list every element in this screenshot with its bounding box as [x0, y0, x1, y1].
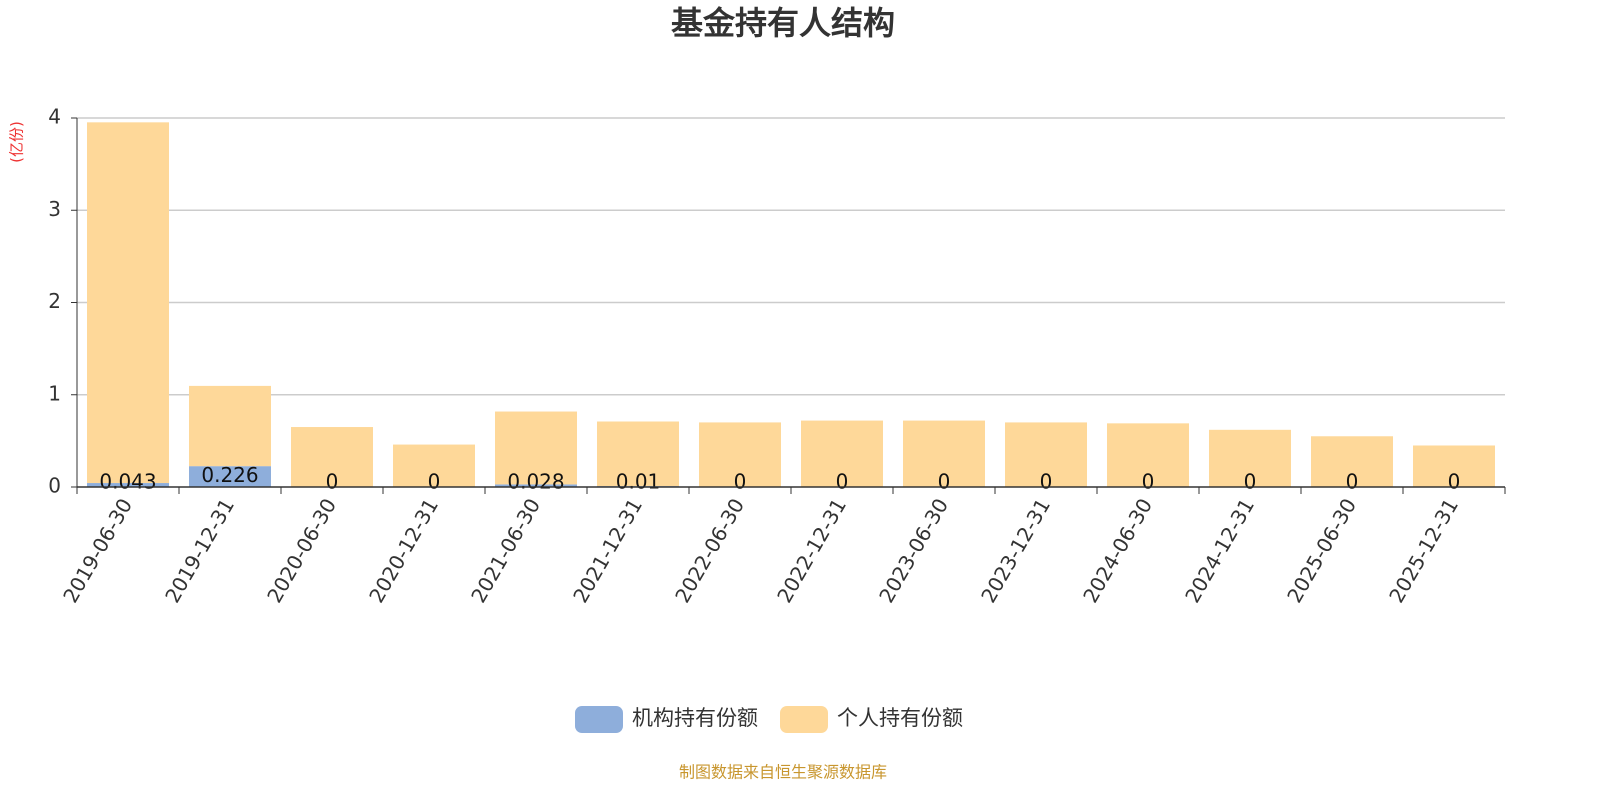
bar	[291, 427, 373, 487]
x-tick-label: 2024-12-31	[1180, 494, 1259, 607]
y-tick-label: 2	[48, 289, 61, 313]
bar	[597, 421, 679, 487]
data-label: 0	[938, 470, 951, 494]
y-axis-unit: (亿份)	[8, 121, 26, 163]
y-tick-label: 4	[48, 105, 61, 129]
bar	[1107, 423, 1189, 487]
chart-title: 基金持有人结构	[671, 4, 895, 42]
data-label: 0	[836, 470, 849, 494]
bar	[903, 420, 985, 487]
data-label: 0	[734, 470, 747, 494]
bar	[1311, 436, 1393, 487]
data-label: 0.226	[201, 463, 258, 487]
data-label: 0	[1040, 470, 1053, 494]
x-tick-label: 2020-12-31	[364, 494, 443, 607]
data-label: 0.043	[99, 470, 156, 494]
x-tick-label: 2021-06-30	[466, 494, 545, 607]
x-tick-label: 2025-06-30	[1282, 494, 1361, 607]
legend-label: 机构持有份额	[632, 706, 758, 730]
x-tick-label: 2019-12-31	[160, 494, 239, 607]
y-tick-label: 1	[48, 381, 61, 405]
y-tick-label: 3	[48, 197, 61, 221]
legend-label: 个人持有份额	[837, 706, 963, 730]
legend-swatch	[780, 706, 828, 733]
x-tick-label: 2022-12-31	[772, 494, 851, 607]
bar	[1005, 422, 1087, 487]
data-label: 0	[1244, 470, 1257, 494]
x-tick-label: 2020-06-30	[262, 494, 341, 607]
bar	[495, 484, 577, 487]
bar	[699, 422, 781, 487]
data-label: 0	[428, 470, 441, 494]
x-tick-label: 2025-12-31	[1384, 494, 1463, 607]
bar	[393, 444, 475, 487]
data-label: 0	[1142, 470, 1155, 494]
legend-swatch	[575, 706, 623, 733]
x-tick-label: 2021-12-31	[568, 494, 647, 607]
bar	[1209, 429, 1291, 487]
x-tick-label: 2024-06-30	[1078, 494, 1157, 607]
x-tick-label: 2022-06-30	[670, 494, 749, 607]
bar	[1413, 445, 1495, 487]
data-label: 0	[326, 470, 339, 494]
bar	[189, 385, 271, 467]
source-note: 制图数据来自恒生聚源数据库	[679, 763, 887, 782]
bar	[87, 122, 169, 484]
bar	[87, 483, 169, 487]
data-label: 0	[1346, 470, 1359, 494]
x-tick-label: 2023-06-30	[874, 494, 953, 607]
x-tick-label: 2019-06-30	[58, 494, 137, 607]
data-label: 0.01	[616, 470, 661, 494]
data-label: 0	[1448, 470, 1461, 494]
bar	[801, 420, 883, 487]
legend: 机构持有份额 个人持有份额	[575, 706, 963, 733]
bar	[189, 466, 271, 487]
y-tick-label: 0	[48, 474, 61, 498]
data-label: 0.028	[507, 470, 564, 494]
x-tick-label: 2023-12-31	[976, 494, 1055, 607]
bar	[495, 411, 577, 485]
